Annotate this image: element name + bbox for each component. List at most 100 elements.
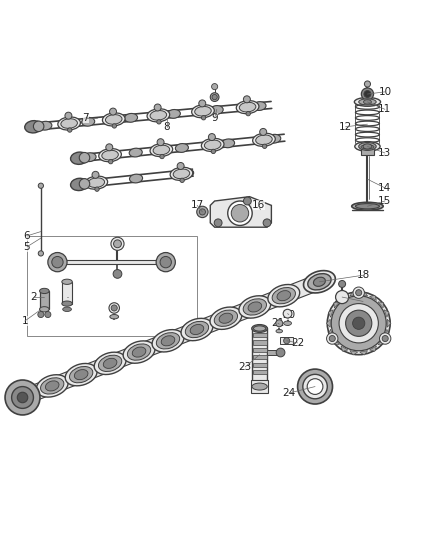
Circle shape [109, 159, 113, 164]
Circle shape [336, 290, 349, 304]
Circle shape [17, 392, 28, 403]
Bar [253, 340, 267, 345]
Bar [27, 236, 197, 336]
Bar [252, 328, 268, 381]
Ellipse shape [81, 117, 95, 126]
Polygon shape [334, 302, 339, 308]
Ellipse shape [252, 383, 267, 390]
Ellipse shape [173, 169, 190, 179]
Ellipse shape [170, 167, 193, 181]
Ellipse shape [268, 285, 300, 307]
Circle shape [246, 111, 251, 116]
Circle shape [208, 134, 215, 141]
Circle shape [276, 348, 285, 357]
Circle shape [263, 219, 271, 227]
Circle shape [356, 289, 362, 296]
Ellipse shape [58, 117, 81, 130]
Circle shape [353, 317, 365, 329]
Ellipse shape [304, 271, 336, 293]
Polygon shape [350, 351, 358, 355]
Ellipse shape [36, 375, 68, 397]
Ellipse shape [25, 120, 42, 133]
Text: 8: 8 [163, 122, 170, 132]
Circle shape [160, 256, 171, 268]
Circle shape [154, 104, 161, 111]
Ellipse shape [355, 142, 380, 151]
Ellipse shape [253, 102, 266, 110]
Ellipse shape [83, 153, 96, 161]
Circle shape [339, 280, 346, 287]
Polygon shape [360, 351, 367, 355]
Bar [251, 380, 268, 393]
Circle shape [177, 163, 184, 169]
Ellipse shape [78, 180, 92, 188]
Ellipse shape [276, 329, 283, 333]
Ellipse shape [39, 288, 49, 294]
Ellipse shape [359, 142, 376, 150]
Text: 11: 11 [378, 104, 392, 114]
Circle shape [212, 84, 218, 90]
Ellipse shape [239, 102, 256, 112]
Circle shape [113, 240, 121, 248]
Ellipse shape [71, 178, 88, 191]
Ellipse shape [236, 101, 259, 114]
Circle shape [307, 379, 323, 394]
Ellipse shape [359, 99, 376, 105]
Ellipse shape [41, 378, 64, 394]
Ellipse shape [46, 381, 59, 391]
Ellipse shape [190, 325, 204, 335]
Ellipse shape [308, 273, 331, 290]
Bar [51, 260, 171, 264]
Polygon shape [326, 319, 330, 327]
Text: 23: 23 [239, 362, 252, 372]
Ellipse shape [254, 326, 266, 331]
Ellipse shape [129, 148, 142, 157]
Circle shape [231, 205, 249, 222]
Circle shape [45, 311, 51, 318]
Bar [253, 362, 267, 367]
Ellipse shape [94, 352, 126, 375]
Ellipse shape [74, 369, 88, 379]
Text: 12: 12 [339, 122, 352, 132]
Circle shape [297, 369, 332, 404]
Ellipse shape [180, 169, 194, 177]
Text: 21: 21 [271, 318, 285, 328]
Ellipse shape [222, 139, 235, 148]
Circle shape [327, 292, 390, 354]
Circle shape [38, 183, 43, 188]
Circle shape [303, 374, 327, 399]
Circle shape [38, 251, 43, 256]
Circle shape [33, 121, 44, 132]
Ellipse shape [63, 307, 71, 311]
Polygon shape [384, 329, 389, 337]
Ellipse shape [167, 109, 180, 118]
Circle shape [214, 219, 222, 227]
Text: 24: 24 [282, 388, 296, 398]
Circle shape [52, 256, 63, 268]
Ellipse shape [65, 364, 97, 386]
Ellipse shape [284, 321, 291, 326]
Ellipse shape [39, 122, 52, 130]
Bar [280, 337, 293, 344]
Circle shape [201, 116, 206, 120]
Text: 3: 3 [65, 292, 72, 302]
Ellipse shape [102, 113, 125, 126]
Bar [62, 282, 72, 304]
Circle shape [109, 303, 120, 313]
Ellipse shape [356, 204, 379, 209]
Circle shape [38, 311, 44, 318]
Ellipse shape [252, 325, 268, 333]
Ellipse shape [110, 314, 119, 319]
Circle shape [111, 305, 117, 311]
Polygon shape [384, 310, 389, 317]
Polygon shape [387, 319, 391, 327]
Bar [253, 333, 267, 337]
Ellipse shape [248, 302, 261, 312]
Ellipse shape [363, 144, 372, 149]
Circle shape [110, 108, 117, 115]
Text: 14: 14 [378, 183, 392, 193]
Ellipse shape [268, 134, 281, 143]
Circle shape [364, 91, 371, 98]
Text: 20: 20 [283, 310, 295, 319]
Ellipse shape [39, 306, 49, 312]
